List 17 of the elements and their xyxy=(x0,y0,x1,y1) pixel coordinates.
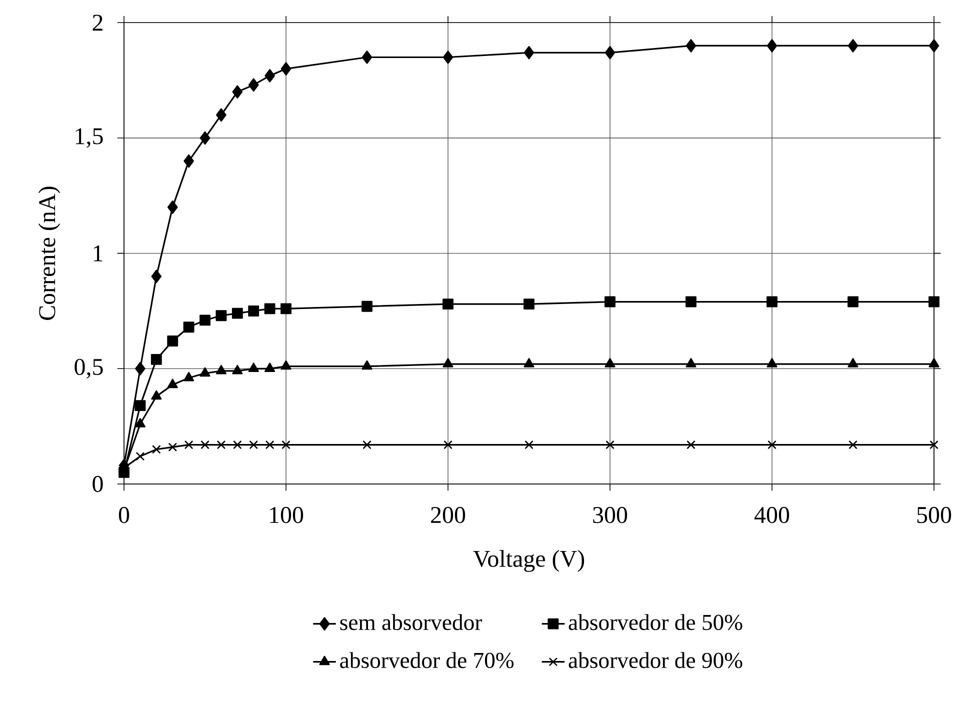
legend-label: absorvedor de 90% xyxy=(568,652,742,668)
y-tick-label: 2 xyxy=(92,14,102,31)
y-axis-title: Corrente (nA) xyxy=(38,186,60,320)
y-tick-label: 0,5 xyxy=(74,358,103,378)
x-tick-label: 500 xyxy=(917,506,952,524)
legend-label: absorvedor de 70% xyxy=(340,652,514,668)
y-tick-label: 1 xyxy=(94,245,102,262)
x-tick-label: 300 xyxy=(593,506,628,524)
legend-label: absorvedor de 50% xyxy=(568,614,742,630)
y-tick-label: 1,5 xyxy=(76,128,103,148)
x-tick-label: 100 xyxy=(270,506,304,524)
x-tick-label: 400 xyxy=(754,506,790,524)
y-tick-label: 0 xyxy=(92,476,103,492)
x-tick-label: 200 xyxy=(431,506,466,524)
x-axis-title: Voltage (V) xyxy=(473,550,584,572)
legend-label: sem absorvedor xyxy=(340,614,482,630)
x-tick-label: 0 xyxy=(118,506,130,524)
